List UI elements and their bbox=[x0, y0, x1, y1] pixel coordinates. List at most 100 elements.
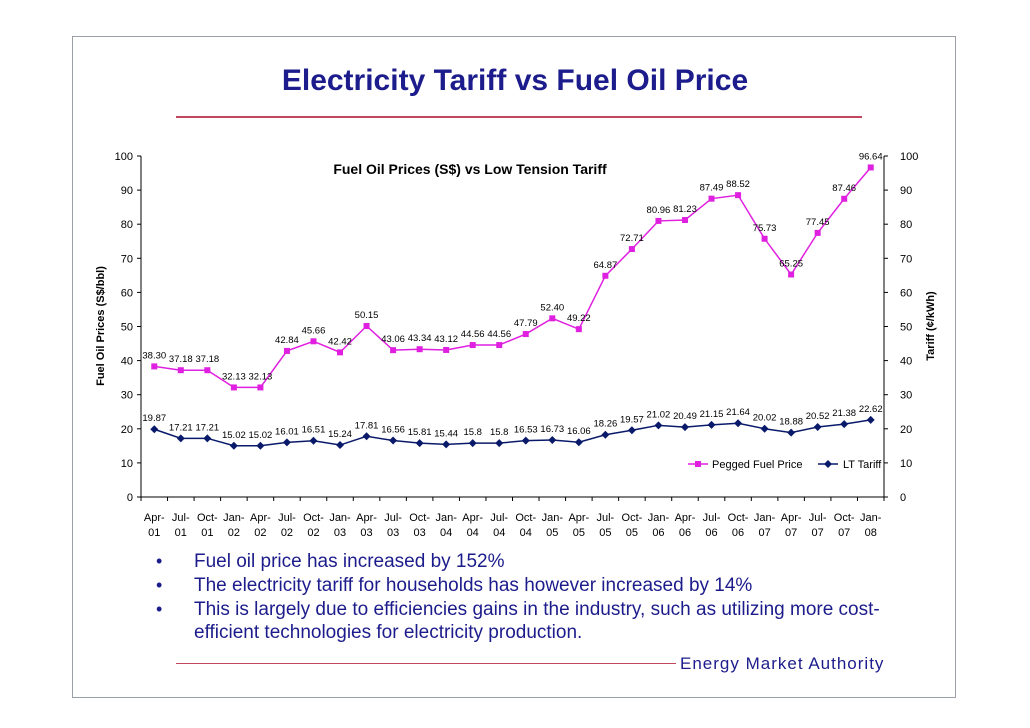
fuel-price-label: 96.64 bbox=[859, 151, 883, 162]
footer-logo-text: Energy Market Authority bbox=[680, 654, 885, 673]
y2-axis-label: Tariff (¢/kWh) bbox=[925, 291, 937, 361]
y-tick-label-right: 40 bbox=[900, 356, 912, 368]
x-tick-label: 03 bbox=[414, 527, 426, 539]
fuel-price-point bbox=[708, 195, 715, 202]
tariff-point bbox=[734, 419, 743, 428]
x-tick-label: 06 bbox=[652, 527, 664, 539]
fuel-price-label: 80.96 bbox=[647, 205, 671, 216]
fuel-price-label: 45.66 bbox=[302, 325, 326, 336]
x-tick-label: Oct- bbox=[303, 512, 324, 524]
x-tick-label: 06 bbox=[705, 527, 717, 539]
y-tick-label-right: 80 bbox=[900, 219, 912, 231]
y-tick-label-left: 20 bbox=[121, 424, 133, 436]
fuel-price-label: 47.79 bbox=[514, 318, 538, 329]
x-tick-label: Oct- bbox=[515, 512, 536, 524]
tariff-label: 21.02 bbox=[647, 409, 671, 420]
y-tick-label-left: 40 bbox=[121, 356, 133, 368]
slide-frame bbox=[72, 36, 956, 698]
x-tick-label: 05 bbox=[626, 527, 638, 539]
x-tick-label: Apr- bbox=[568, 512, 589, 524]
fuel-price-point bbox=[788, 271, 795, 278]
fuel-price-point bbox=[655, 217, 662, 224]
fuel-price-point bbox=[628, 246, 635, 253]
bullet-item: • The electricity tariff for households h… bbox=[156, 575, 753, 596]
x-tick-label: 03 bbox=[360, 527, 372, 539]
tariff-point bbox=[601, 430, 610, 439]
legend-tariff-marker bbox=[824, 460, 832, 468]
tariff-label: 15.24 bbox=[328, 429, 352, 440]
tariff-point bbox=[707, 420, 716, 429]
x-tick-label: 01 bbox=[175, 527, 187, 539]
tariff-label: 19.57 bbox=[620, 414, 644, 425]
fuel-price-point bbox=[549, 315, 556, 322]
x-tick-label: Jan- bbox=[329, 512, 351, 524]
x-tick-label: 05 bbox=[573, 527, 585, 539]
tariff-label: 15.8 bbox=[463, 427, 482, 438]
y-tick-label-right: 0 bbox=[900, 492, 906, 504]
y-tick-label-right: 70 bbox=[900, 253, 912, 265]
y-tick-label-right: 30 bbox=[900, 390, 912, 402]
tariff-point bbox=[203, 434, 212, 443]
tariff-label: 21.15 bbox=[700, 409, 724, 420]
tariff-point bbox=[521, 436, 530, 445]
x-tick-label: 06 bbox=[732, 527, 744, 539]
x-tick-label: Oct- bbox=[834, 512, 855, 524]
fuel-price-point bbox=[416, 346, 423, 353]
fuel-price-label: 43.06 bbox=[381, 334, 405, 345]
slide-title: Electricity Tariff vs Fuel Oil Price bbox=[281, 64, 749, 97]
tariff-point bbox=[442, 440, 451, 449]
x-tick-label: 05 bbox=[599, 527, 611, 539]
x-tick-label: 07 bbox=[758, 527, 770, 539]
tariff-point bbox=[229, 441, 238, 450]
fuel-price-label: 87.49 bbox=[700, 183, 724, 194]
fuel-price-point bbox=[575, 326, 582, 333]
fuel-price-point bbox=[177, 367, 184, 374]
fuel-price-label: 37.18 bbox=[169, 354, 193, 365]
tariff-point bbox=[282, 438, 291, 447]
fuel-price-point bbox=[204, 367, 211, 374]
x-tick-label: 04 bbox=[467, 527, 479, 539]
fuel-price-point bbox=[283, 347, 290, 354]
fuel-price-label: 81.23 bbox=[673, 204, 697, 215]
legend-fuel-label: Pegged Fuel Price bbox=[712, 459, 803, 471]
fuel-price-point bbox=[469, 342, 476, 349]
fuel-price-label: 43.34 bbox=[408, 333, 432, 344]
fuel-price-label: 32.13 bbox=[222, 371, 246, 382]
x-tick-label: Apr- bbox=[462, 512, 483, 524]
x-tick-label: 01 bbox=[201, 527, 213, 539]
x-tick-label: Jan- bbox=[860, 512, 882, 524]
x-tick-label: Apr- bbox=[250, 512, 271, 524]
tariff-point bbox=[256, 441, 265, 450]
tariff-point bbox=[176, 434, 185, 443]
x-tick-label: Jan- bbox=[223, 512, 245, 524]
fuel-price-point bbox=[363, 322, 370, 329]
fuel-price-point bbox=[841, 195, 848, 202]
x-tick-label: 01 bbox=[148, 527, 160, 539]
tariff-point bbox=[627, 426, 636, 435]
fuel-price-label: 38.30 bbox=[142, 350, 166, 361]
tariff-label: 20.49 bbox=[673, 411, 697, 422]
bullet-text: This is largely due to efficiencies gain… bbox=[194, 599, 880, 643]
tariff-point bbox=[866, 415, 875, 424]
tariff-label: 16.51 bbox=[302, 425, 326, 436]
x-tick-label: 04 bbox=[440, 527, 452, 539]
tariff-label: 22.62 bbox=[859, 404, 883, 415]
fuel-price-label: 37.18 bbox=[195, 354, 219, 365]
x-tick-label: 02 bbox=[307, 527, 319, 539]
y-tick-label-right: 60 bbox=[900, 287, 912, 299]
x-tick-label: Jan- bbox=[754, 512, 776, 524]
fuel-price-label: 32.13 bbox=[249, 371, 273, 382]
fuel-price-point bbox=[522, 331, 529, 338]
y-tick-label-right: 100 bbox=[900, 151, 918, 163]
y-tick-label-right: 10 bbox=[900, 458, 912, 470]
fuel-price-label: 44.56 bbox=[461, 329, 485, 340]
fuel-price-point bbox=[814, 229, 821, 236]
y-tick-label-left: 0 bbox=[127, 492, 133, 504]
bullet-list: • Fuel oil price has increased by 152% • T… bbox=[152, 550, 892, 645]
tariff-point bbox=[362, 432, 371, 441]
title-divider bbox=[176, 116, 862, 118]
x-tick-label: Apr- bbox=[675, 512, 696, 524]
x-tick-label: Jul- bbox=[490, 512, 508, 524]
y-tick-label-left: 50 bbox=[121, 322, 133, 334]
